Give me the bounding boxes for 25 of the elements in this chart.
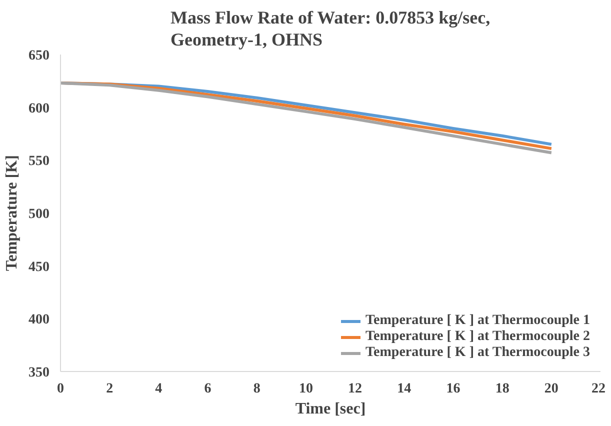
y-tick-label: 500 xyxy=(28,207,50,222)
chart-title: Mass Flow Rate of Water: 0.07853 kg/sec, Geometry-1, OHNS xyxy=(170,8,490,50)
x-tick-label: 2 xyxy=(106,382,114,396)
x-tick-label: 0 xyxy=(57,382,64,396)
legend-label: Temperature [ K ] at Thermocouple 1 xyxy=(366,313,590,329)
x-tick-label: 22 xyxy=(592,382,606,396)
x-tick-label: 6 xyxy=(204,382,212,396)
y-tick-label: 350 xyxy=(28,366,50,380)
y-tick-label: 550 xyxy=(28,154,50,170)
legend-label: Temperature [ K ] at Thermocouple 3 xyxy=(366,345,590,361)
y-tick-label: 450 xyxy=(28,260,50,275)
y-tick-label: 400 xyxy=(28,312,50,328)
x-tick-label: 8 xyxy=(253,382,260,396)
x-axis-title: Time [sec] xyxy=(295,400,366,418)
x-tick-label: 14 xyxy=(397,382,412,396)
y-tick-label: 600 xyxy=(28,101,50,116)
x-tick-label: 4 xyxy=(155,382,162,396)
y-tick-label: 650 xyxy=(28,48,50,64)
y-axis-title: Temperature [K] xyxy=(4,155,20,271)
x-tick-label: 10 xyxy=(298,382,313,396)
x-tick-label: 20 xyxy=(544,382,558,396)
x-tick-label: 16 xyxy=(446,382,460,396)
x-tick-label: 12 xyxy=(348,382,362,396)
x-tick-label: 18 xyxy=(495,382,510,396)
legend-label: Temperature [ K ] at Thermocouple 2 xyxy=(366,329,590,345)
